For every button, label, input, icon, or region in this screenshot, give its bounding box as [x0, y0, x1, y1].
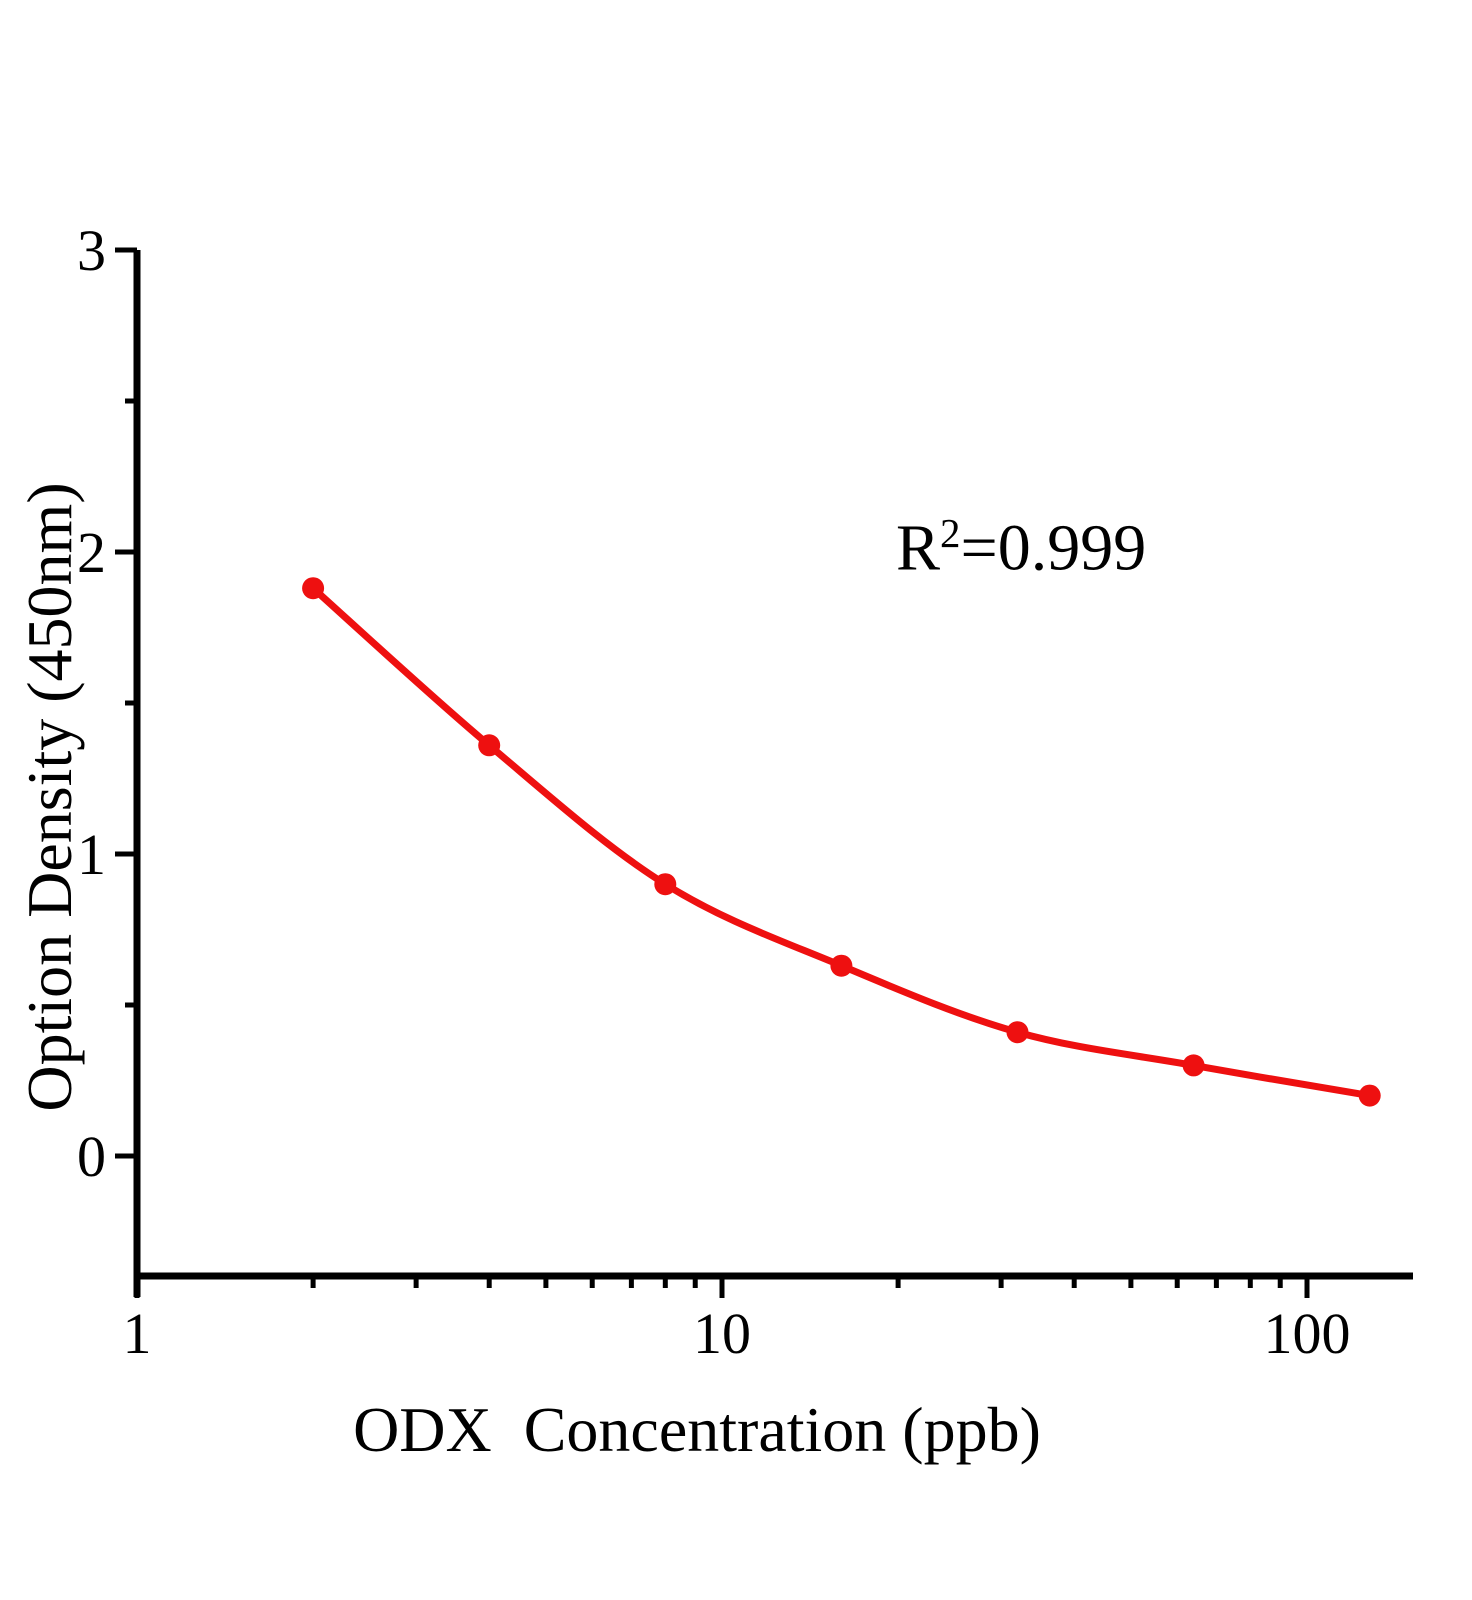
y-tick-label: 3	[77, 218, 106, 283]
r-squared-exponent: 2	[940, 511, 961, 556]
standard-curve-path	[309, 584, 1374, 1100]
data-point-marker	[830, 954, 853, 977]
data-point-marker	[478, 734, 501, 757]
y-axis-title: Option Density (450nm)	[14, 482, 85, 1112]
data-point-marker	[654, 873, 677, 896]
r-squared-base: R	[896, 511, 941, 585]
x-tick-label: 100	[1264, 1301, 1351, 1366]
data-point-marker	[1358, 1084, 1381, 1107]
data-point-marker	[1182, 1054, 1205, 1077]
y-tick-label: 2	[77, 520, 106, 585]
y-tick-label: 1	[77, 822, 106, 887]
r-squared-annotation: R2=0.999	[896, 511, 1147, 585]
x-tick-label: 10	[693, 1301, 751, 1366]
r-squared-value: =0.999	[960, 511, 1147, 585]
x-axis-title: ODX Concentration (ppb)	[353, 1394, 1041, 1465]
x-tick-label: 1	[123, 1301, 152, 1366]
data-point-marker	[302, 577, 325, 600]
y-tick-label: 0	[77, 1124, 106, 1189]
data-point-marker	[1006, 1021, 1029, 1044]
